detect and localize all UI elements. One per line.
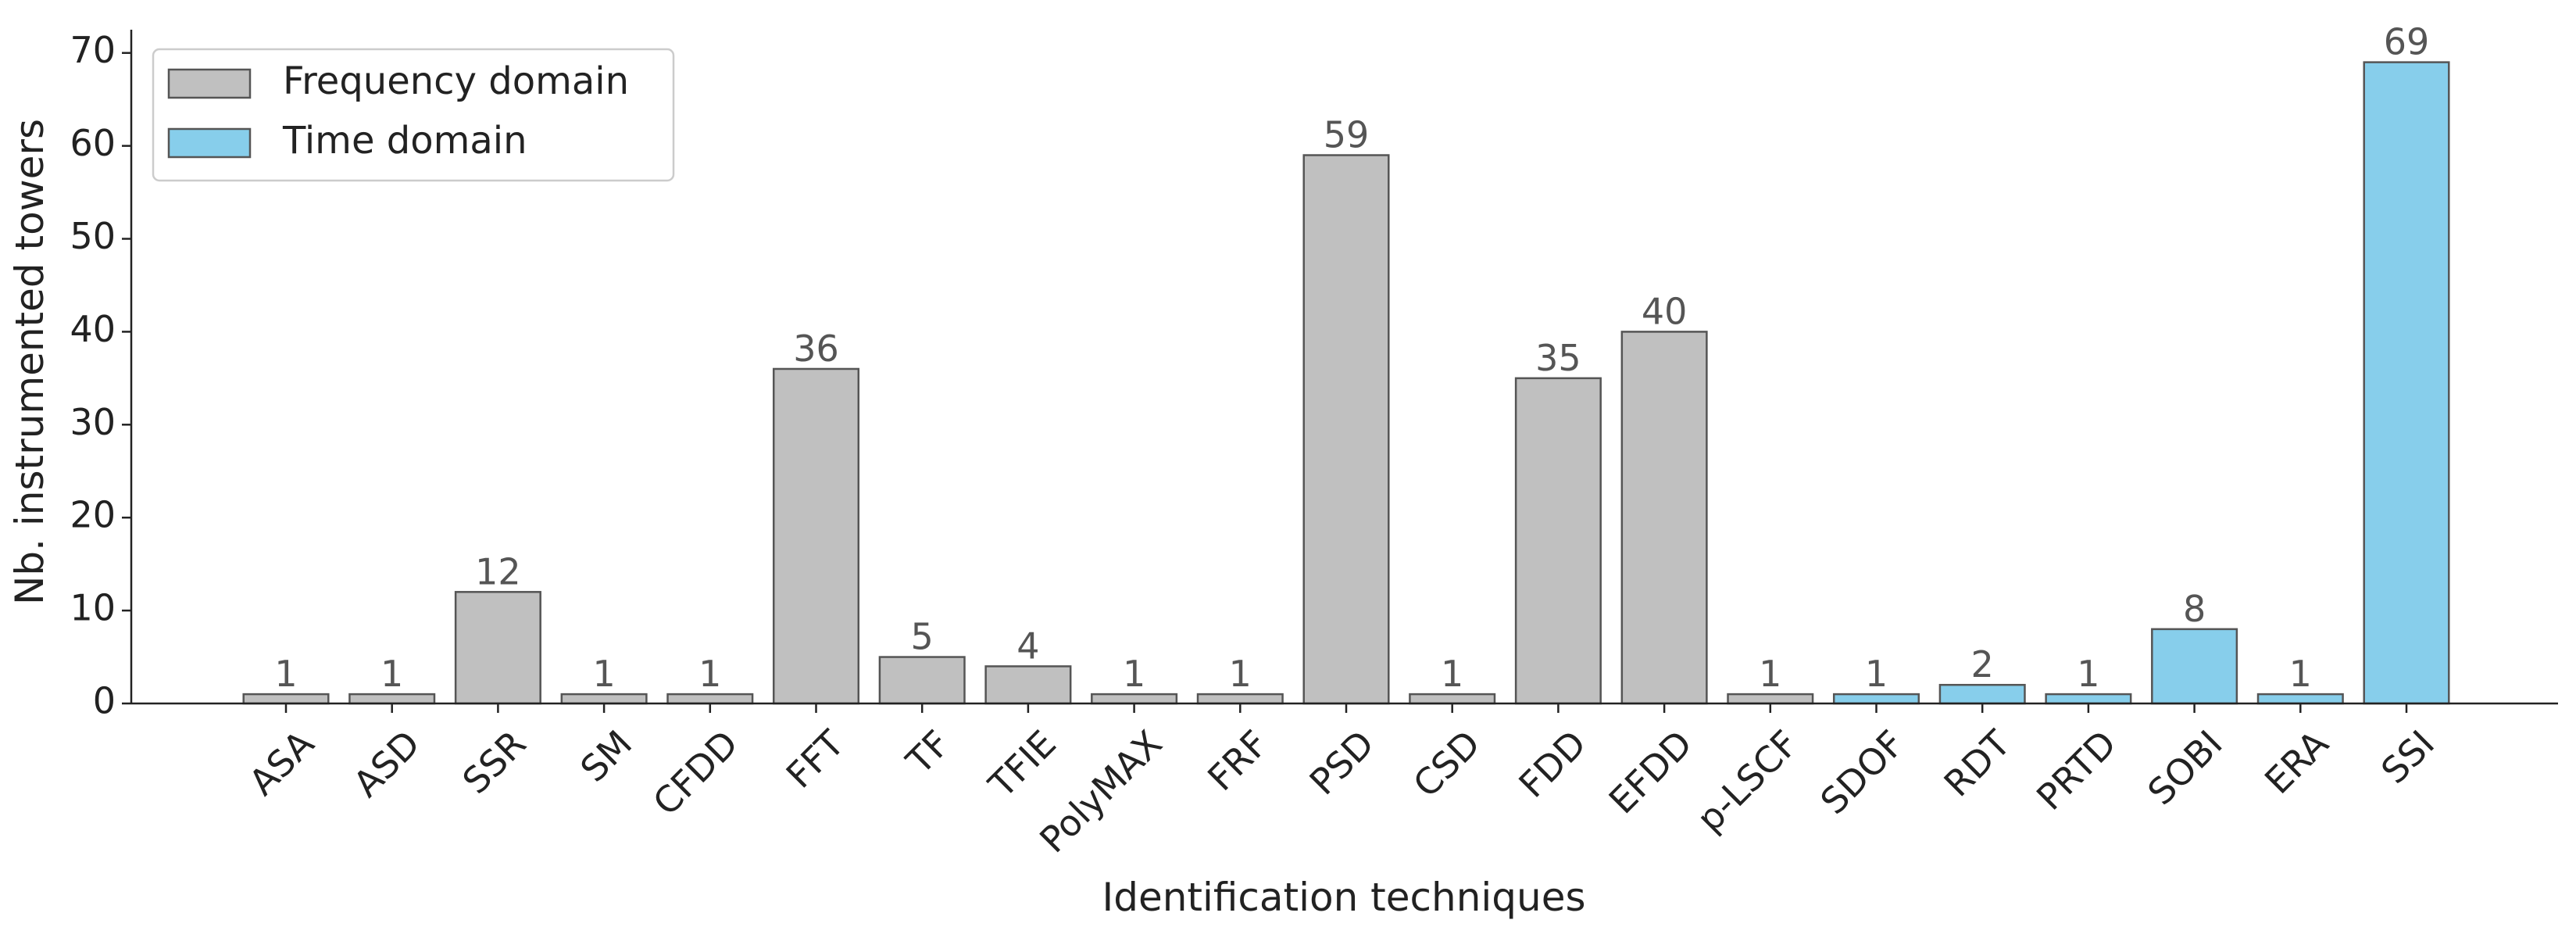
value-label: 59 [1324,114,1370,156]
x-tick-label: RDT [1936,721,2019,804]
legend-box [152,48,675,182]
value-label: 1 [1229,653,1252,695]
value-label: 4 [1016,625,1039,667]
bar [242,693,330,705]
x-tick-label: PRTD [2028,722,2124,818]
value-label: 69 [2384,21,2430,63]
x-tick-label: SSR [454,722,534,802]
bar [772,367,860,705]
x-tick-label: TFIE [980,722,1064,807]
value-label: 1 [1759,653,1781,695]
value-label: 35 [1535,337,1581,379]
bar [878,656,966,705]
bar [348,693,436,705]
bar [1727,693,1814,705]
y-tick-label: 0 [93,680,116,722]
x-tick-label: CSD [1405,722,1488,806]
value-label: 1 [2077,653,2099,695]
bar [1091,693,1178,705]
x-tick-label: SDOF [1812,722,1912,822]
x-tick-label: PSD [1302,722,1382,803]
bar [984,665,1072,705]
x-tick-label: SM [572,722,640,790]
value-label: 36 [793,328,839,370]
value-label: 2 [1971,643,1994,685]
y-axis-label: Nb. instrumented towers [7,119,52,605]
x-tick-label: TF [898,722,958,782]
bar [2045,693,2132,705]
bar [1514,377,1602,705]
bar [666,693,754,705]
value-label: 40 [1642,290,1688,332]
x-tick-label: EFDD [1601,722,1701,822]
y-tick-label: 50 [70,215,116,257]
y-tick-label: 30 [70,401,116,443]
y-tick-label: 40 [70,308,116,350]
legend-swatch [167,127,252,159]
x-tick-label: FRF [1199,722,1276,799]
y-tick-label: 20 [70,494,116,536]
bar [2363,61,2450,705]
bar [1938,683,2026,705]
x-tick-label: SOBI [2139,722,2230,813]
x-tick-label: FDD [1511,722,1595,806]
x-tick-label: FFT [778,721,853,796]
bar [1832,693,1920,705]
value-label: 1 [1865,653,1888,695]
x-tick-label: p-LSCF [1688,722,1806,840]
y-tick-label: 10 [70,587,116,629]
bar [560,693,648,705]
value-label: 1 [1441,653,1463,695]
value-label: 1 [592,653,615,695]
x-tick-label: ERA [2256,722,2337,803]
x-tick-label: ASD [345,722,428,805]
bar [1302,154,1390,705]
value-label: 1 [698,653,721,695]
bar [1196,693,1284,705]
value-label: 1 [274,653,297,695]
bar [1409,693,1496,705]
value-label: 12 [475,550,521,592]
y-tick-label: 70 [70,29,116,71]
bar [2256,693,2344,705]
bar [1620,331,1708,705]
bar [2151,628,2238,705]
legend-label: Frequency domain [283,59,629,103]
legend-label: Time domain [282,119,527,163]
x-tick-label: SSI [2373,722,2442,792]
value-label: 1 [1123,653,1145,695]
value-label: 1 [2289,653,2312,695]
y-tick-label: 60 [70,122,116,164]
legend-swatch [167,68,252,99]
value-label: 1 [381,653,403,695]
x-tick-label: ASA [241,722,322,804]
bar [454,591,541,705]
value-label: 5 [911,616,934,658]
value-label: 8 [2183,588,2206,630]
x-tick-label: CFDD [645,722,746,824]
x-axis-label: Identification techniques [1102,875,1585,920]
